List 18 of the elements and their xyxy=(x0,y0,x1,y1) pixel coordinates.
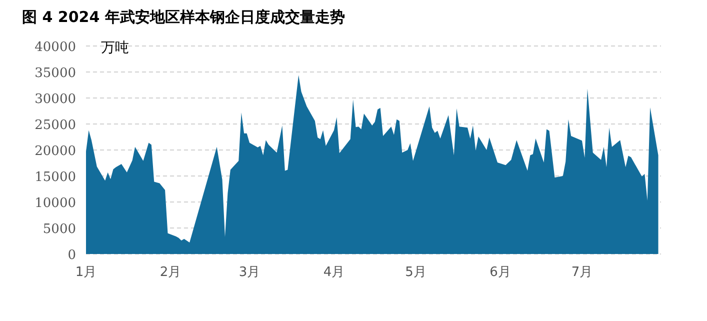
y-tick-label: 5000 xyxy=(42,222,76,237)
y-tick-label: 20000 xyxy=(34,144,76,159)
x-tick-label: 2月 xyxy=(160,265,182,280)
y-tick-label: 30000 xyxy=(34,92,76,107)
y-tick-label: 10000 xyxy=(34,196,76,211)
y-axis-title: 万吨 xyxy=(101,40,129,56)
x-tick-label: 4月 xyxy=(323,265,345,280)
x-tick-label: 1月 xyxy=(75,265,97,280)
y-tick-label: 25000 xyxy=(34,118,76,133)
chart-title: 图 4 2024 年武安地区样本钢企日度成交量走势 xyxy=(22,8,345,26)
y-tick-label: 35000 xyxy=(34,66,76,81)
y-tick-label: 15000 xyxy=(34,170,76,185)
y-tick-label: 0 xyxy=(68,248,76,263)
y-tick-label: 40000 xyxy=(34,40,76,55)
x-tick-label: 6月 xyxy=(490,265,511,280)
x-tick-label: 5月 xyxy=(405,265,426,280)
x-tick-label: 7月 xyxy=(571,265,593,280)
x-tick-label: 3月 xyxy=(238,265,260,280)
